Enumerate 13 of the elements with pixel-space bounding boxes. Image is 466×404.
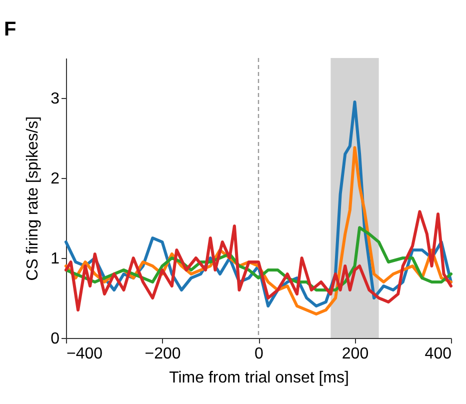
x-tick-label: 0 (254, 346, 264, 362)
y-tick-label: 1 (50, 250, 60, 268)
line-series (64, 210, 452, 312)
x-tick-label: −200 (144, 346, 181, 362)
x-tick-label: −400 (66, 346, 103, 362)
y-tick-label: 3 (50, 90, 60, 108)
y-tick-label: 0 (50, 330, 60, 348)
x-axis-title: Time from trial onset [ms] (169, 370, 349, 386)
x-tick-label: 400 (424, 346, 452, 362)
x-tick-label: 200 (342, 346, 369, 362)
y-tick-label: 2 (50, 170, 60, 188)
y-axis-title: CS firing rate [spikes/s] (24, 116, 42, 281)
chart-title: F (4, 18, 16, 40)
